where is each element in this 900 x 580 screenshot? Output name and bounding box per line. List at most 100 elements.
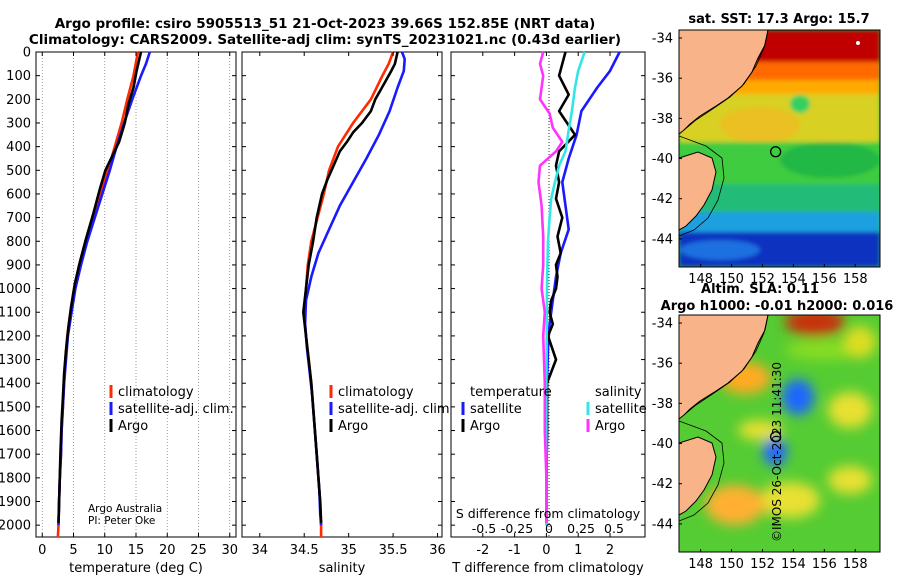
legend-label-t-argo: Argo [470, 419, 500, 434]
sla-shelf-contour [683, 315, 769, 416]
salinity-xlabel: salinity [319, 561, 366, 576]
depth-tick-label: 500 [6, 164, 31, 179]
depth-tick-label: 600 [6, 187, 31, 202]
figure-title-line2: Climatology: CARS2009. Satellite-adj cli… [28, 32, 622, 48]
map-lat-label: -38 [652, 112, 673, 127]
depth-tick-label: 1300 [0, 353, 31, 368]
x-tick-label: 35.5 [379, 543, 408, 558]
series-line-argo [301, 51, 399, 523]
legend-title-salinity: salinity [595, 385, 642, 400]
x-tick-label: 1 [574, 543, 582, 558]
sst-map: sat. SST: 17.3 Argo: 15.7 [652, 12, 881, 287]
temperature-legend: climatology satellite-adj. clim. Argo [109, 385, 234, 434]
x-tick-label: -2 [476, 543, 489, 558]
x-tick-label: 36 [429, 543, 446, 558]
s-tick-label: 0.5 [604, 521, 624, 536]
x-tick-label: 30 [221, 543, 238, 558]
sla-map-title2: Argo h1000: -0.01 h2000: 0.016 [661, 299, 894, 314]
map-lon-label: 150 [719, 557, 744, 572]
depth-tick-label: 300 [6, 116, 31, 131]
depth-tick-label: 100 [6, 69, 31, 84]
s-difference-ticklabels: -0.5 -0.25 0 0.25 0.5 [472, 521, 624, 536]
sla-orange-south [705, 485, 765, 525]
depth-tick-label: 1800 [0, 471, 31, 486]
legend-label-t-satellite: satellite [470, 402, 522, 417]
sst-map-title: sat. SST: 17.3 Argo: 15.7 [688, 12, 869, 27]
s-difference-xlabel: S difference from climatology [456, 506, 641, 521]
depth-tick-label: 1700 [0, 448, 31, 463]
temperature-panel: 0 5 10 15 20 25 300100200300400500600700800900… [0, 46, 238, 577]
x-tick-label: 0 [38, 543, 46, 558]
legend-title-temperature: temperature [470, 385, 552, 400]
sla-high-north [785, 315, 845, 336]
credit-line1: Argo Australia [88, 503, 162, 515]
map-lon-label: 154 [781, 272, 806, 287]
sst-land-tasmania [679, 151, 717, 231]
figure-title-line1: Argo profile: csiro 5905513_51 21-Oct-20… [54, 16, 596, 32]
depth-tick-label: 1600 [0, 424, 31, 439]
sla-argo-location-marker [769, 431, 782, 443]
depth-tick-label: 1400 [0, 377, 31, 392]
x-tick-label: 34.5 [290, 543, 319, 558]
series-line-t-argo [545, 51, 577, 523]
depth-tick-label: 800 [6, 235, 31, 250]
sla-land-tasmania [679, 436, 717, 516]
s-tick-label: 0.25 [567, 521, 595, 536]
t-difference-xlabel: T difference from climatology [451, 561, 644, 576]
map-lon-label: 158 [843, 557, 868, 572]
difference-panel: -2 -1 0 1 2 S difference from climatology -0… [450, 51, 647, 576]
sst-eddy [790, 95, 810, 113]
legend-label-argo: Argo [338, 419, 368, 434]
map-lat-label: -36 [652, 72, 673, 87]
sla-map-title1: Altim. SLA: 0.11 [701, 282, 819, 297]
x-tick-label: 35 [340, 543, 357, 558]
salinity-axes-frame [241, 51, 443, 538]
x-tick-label: 34 [252, 543, 269, 558]
series-line-s-argo [537, 51, 564, 523]
sla-shelf-contour-south [679, 420, 725, 522]
map-lat-label: -36 [652, 357, 673, 372]
map-lat-label: -42 [652, 192, 673, 207]
map-lat-label: -34 [652, 317, 673, 332]
sst-shelf-contour [683, 30, 769, 131]
x-tick-label: 25 [190, 543, 207, 558]
map-lon-label: 154 [781, 557, 806, 572]
depth-tick-label: 1200 [0, 329, 31, 344]
salinity-panel: 34 34.5 35 35.5 36 salinity climatology sate… [241, 51, 454, 576]
map-lat-label: -42 [652, 477, 673, 492]
map-lat-label: -40 [652, 437, 673, 452]
legend-label-climatology: climatology [118, 385, 194, 400]
map-lat-label: -38 [652, 397, 673, 412]
sla-yellow-ne [844, 326, 876, 358]
sla-yellow-se [828, 466, 872, 494]
s-tick-label: -0.5 [472, 521, 496, 536]
sst-blue-patch [680, 240, 760, 260]
credit-line2: PI: Peter Oke [88, 515, 155, 527]
sla-map-ticks: 148 150 152 154 156 158 -34 -36 -38 -40 -42 -44 [652, 317, 868, 572]
x-tick-label: 2 [606, 543, 614, 558]
depth-tick-label: 1500 [0, 400, 31, 415]
depth-tick-label: 400 [6, 140, 31, 155]
sst-warm-patch [720, 107, 800, 143]
map-lon-label: 156 [812, 272, 837, 287]
sla-map-frame [678, 314, 881, 553]
sla-low-small [763, 438, 787, 466]
map-lon-label: 148 [688, 272, 713, 287]
x-tick-label: 0 [542, 543, 550, 558]
sst-argo-location-marker [769, 146, 782, 158]
x-tick-label: 15 [128, 543, 145, 558]
salinity-legend: climatology satellite-adj. clim. Argo [329, 385, 454, 434]
x-tick-label: 20 [159, 543, 176, 558]
depth-tick-label: 700 [6, 211, 31, 226]
series-line-argo [57, 51, 143, 523]
x-tick-label: -1 [508, 543, 521, 558]
s-tick-label: 0 [545, 521, 553, 536]
sst-shelf-contour-south [679, 135, 725, 237]
map-lat-label: -40 [652, 152, 673, 167]
x-tick-label: 10 [96, 543, 113, 558]
map-lon-label: 148 [688, 557, 713, 572]
series-line-s-satellite [545, 51, 586, 526]
legend-label-argo: Argo [118, 419, 148, 434]
depth-tick-label: 2000 [0, 519, 31, 534]
temperature-axes-frame [35, 51, 237, 538]
